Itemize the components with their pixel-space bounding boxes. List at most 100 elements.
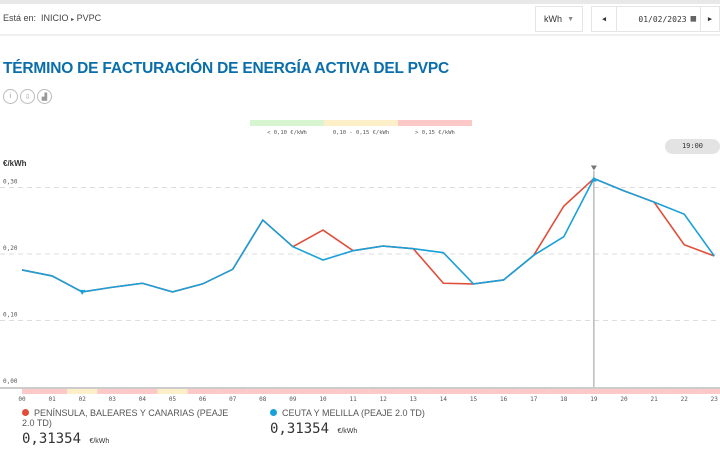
price-band-07	[217, 389, 248, 394]
legend-high: > 0,15 €/kWh	[398, 120, 472, 136]
unit-value: kWh	[544, 14, 562, 24]
x-tick-label: 22	[681, 396, 689, 403]
data-point	[232, 268, 234, 270]
series-name: PENÍNSULA, BALEARES Y CANARIAS (PEAJE 2.…	[22, 408, 229, 428]
readout-value: 0,31354	[270, 421, 330, 437]
chart-icon[interactable]: ▟	[37, 89, 52, 104]
price-band-11	[338, 389, 369, 394]
x-tick-label: 23	[711, 396, 719, 403]
red-dot-icon	[22, 409, 29, 416]
series-readout-peninsula: PENÍNSULA, BALEARES Y CANARIAS (PEAJE 2.…	[22, 408, 242, 447]
data-point	[21, 269, 23, 271]
data-point	[202, 283, 204, 285]
x-tick-label: 08	[259, 396, 267, 403]
x-tick-label: 14	[440, 396, 448, 403]
y-tick-label: 0,20	[3, 245, 18, 252]
price-band-14	[428, 389, 459, 394]
x-tick-label: 01	[48, 396, 56, 403]
data-point	[503, 279, 505, 281]
y-tick-label: 0,10	[3, 312, 18, 319]
data-point	[141, 282, 143, 284]
data-point	[322, 229, 324, 231]
prev-day-button[interactable]: ◀	[592, 7, 617, 31]
price-band-06	[187, 389, 218, 394]
x-tick-label: 15	[470, 396, 478, 403]
price-band-02	[67, 389, 98, 394]
price-band-12	[368, 389, 399, 394]
x-tick-label: 03	[109, 396, 117, 403]
price-band-23	[699, 389, 720, 394]
x-tick-label: 20	[620, 396, 628, 403]
price-band-17	[518, 389, 549, 394]
top-border	[0, 0, 720, 4]
selection-marker-icon	[590, 165, 597, 171]
price-band-22	[669, 389, 700, 394]
x-tick-label: 13	[410, 396, 418, 403]
data-point	[442, 252, 444, 254]
y-axis-label: €/kWh	[3, 159, 27, 168]
data-point	[563, 236, 565, 238]
price-band-15	[458, 389, 489, 394]
breadcrumb-pvpc[interactable]: PVPC	[76, 13, 102, 23]
readout-unit: €/kWh	[337, 428, 358, 435]
x-tick-label: 16	[500, 396, 508, 403]
x-tick-label: 21	[650, 396, 658, 403]
date-picker: ◀ 01/02/2023 ▦ ▶	[591, 6, 720, 32]
series-readout-ceuta: CEUTA Y MELILLA (PEAJE 2.0 TD) 0,31354 €…	[270, 408, 490, 437]
data-point	[412, 248, 414, 250]
x-tick-label: 06	[199, 396, 207, 403]
price-band-21	[639, 389, 670, 394]
next-day-button[interactable]: ▶	[700, 7, 719, 31]
data-point	[322, 259, 324, 261]
x-tick-label: 12	[380, 396, 388, 403]
chart-actions: i ⇩ ▟	[3, 89, 52, 104]
price-band-13	[398, 389, 429, 394]
series-line-0	[21, 177, 715, 293]
color-legend: < 0,10 €/kWh 0,10 - 0,15 €/kWh > 0,15 €/…	[250, 120, 472, 136]
data-point	[51, 275, 53, 277]
series-line-1	[21, 177, 715, 293]
data-point	[653, 201, 655, 203]
info-icon[interactable]: i	[3, 89, 18, 104]
price-band-00	[22, 389, 37, 394]
chevron-down-icon: ▼	[567, 15, 574, 23]
price-band-20	[609, 389, 640, 394]
x-tick-label: 04	[139, 396, 147, 403]
data-point	[442, 282, 444, 284]
x-tick-label: 19	[590, 396, 598, 403]
data-point	[111, 286, 113, 288]
breadcrumb-prefix: Está en:	[3, 13, 37, 23]
download-icon[interactable]: ⇩	[20, 89, 35, 104]
y-tick-label: 0,00	[3, 378, 18, 385]
x-tick-label: 09	[289, 396, 297, 403]
data-point	[292, 246, 294, 248]
x-tick-label: 00	[18, 396, 26, 403]
data-point	[533, 254, 535, 256]
y-tick-label: 0,30	[3, 179, 18, 186]
data-point	[563, 205, 565, 207]
calendar-icon[interactable]: ▦	[690, 14, 696, 24]
series-name: CEUTA Y MELILLA (PEAJE 2.0 TD)	[282, 408, 425, 418]
price-band-04	[127, 389, 158, 394]
price-chart[interactable]: €/kWh 0,00 0,10 0,20 0,30 00 01 02 03 04 05 06 07 08 0…	[0, 150, 720, 410]
price-band-08	[247, 389, 278, 394]
price-band-09	[277, 389, 308, 394]
price-band-01	[37, 389, 68, 394]
legend-mid: 0,10 - 0,15 €/kWh	[324, 120, 398, 136]
data-point	[683, 244, 685, 246]
price-band-18	[548, 389, 579, 394]
data-point	[262, 219, 264, 221]
breadcrumb-inicio[interactable]: INICIO	[41, 13, 69, 23]
page-title: TÉRMINO DE FACTURACIÓN DE ENERGÍA ACTIVA…	[3, 60, 450, 77]
blue-dot-icon	[270, 409, 277, 416]
min-marker-icon	[79, 289, 86, 295]
price-band-19	[578, 389, 609, 394]
x-tick-label: 11	[349, 396, 357, 403]
readout-value: 0,31354	[22, 431, 82, 447]
data-point	[352, 250, 354, 252]
date-input[interactable]: 01/02/2023	[638, 14, 687, 24]
unit-select[interactable]: kWh ▼	[535, 6, 583, 32]
breadcrumb: Está en: INICIO ▸ PVPC	[3, 13, 101, 23]
data-point	[713, 255, 715, 257]
data-point	[172, 291, 174, 293]
